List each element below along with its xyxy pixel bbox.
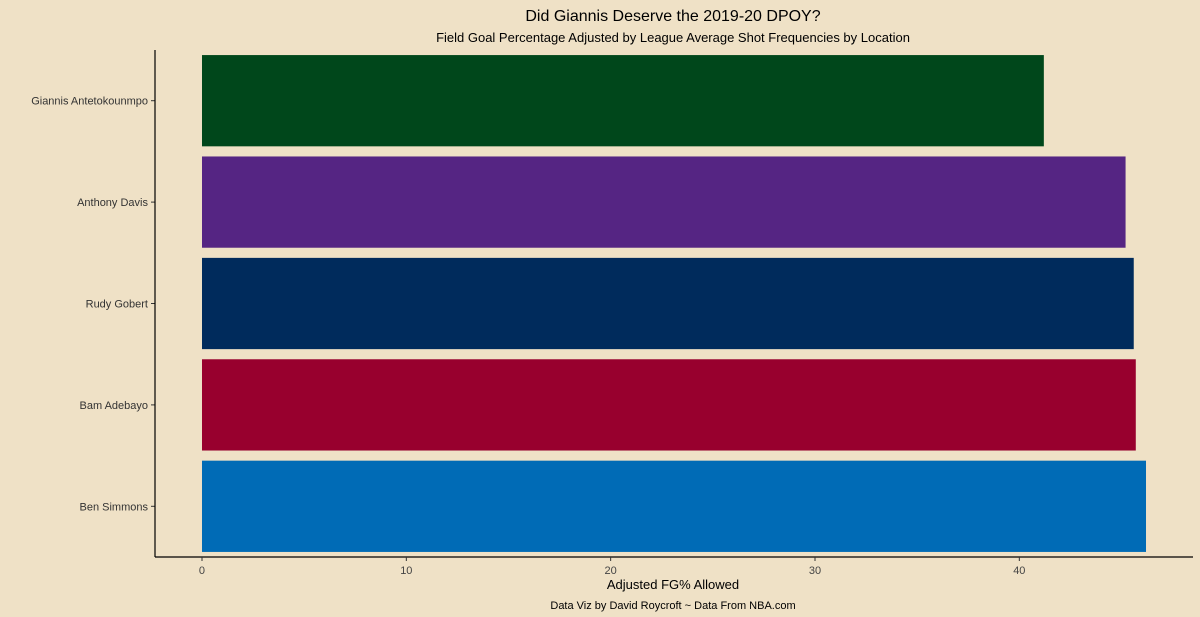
y-tick-label: Anthony Davis	[77, 197, 148, 209]
y-axis: Giannis Antetokounmpo Anthony Davis Rudy G…	[31, 50, 156, 557]
x-axis-label: Adjusted FG% Allowed	[607, 577, 739, 592]
y-tick-label: Ben Simmons	[80, 501, 149, 513]
bar	[201, 257, 1134, 350]
y-tick-label: Bam Adebayo	[80, 400, 149, 412]
bar	[201, 156, 1126, 248]
x-tick-label: 40	[1013, 565, 1025, 577]
y-tick-label: Rudy Gobert	[86, 299, 148, 311]
x-tick-label: 10	[400, 565, 412, 577]
x-tick-label: 30	[809, 565, 821, 577]
bars-group	[201, 55, 1147, 552]
chart-title: Did Giannis Deserve the 2019-20 DPOY?	[525, 8, 820, 25]
chart-caption: Data Viz by David Roycroft ~ Data From N…	[550, 600, 795, 612]
bar	[201, 460, 1147, 552]
bar	[201, 359, 1136, 451]
chart-subtitle: Field Goal Percentage Adjusted by League…	[436, 30, 910, 45]
x-tick-label: 20	[605, 565, 617, 577]
bar	[201, 55, 1044, 147]
y-tick-label: Giannis Antetokounmpo	[31, 96, 148, 108]
x-axis: 0 10 20 30 40	[155, 556, 1193, 577]
x-tick-label: 0	[199, 565, 205, 577]
